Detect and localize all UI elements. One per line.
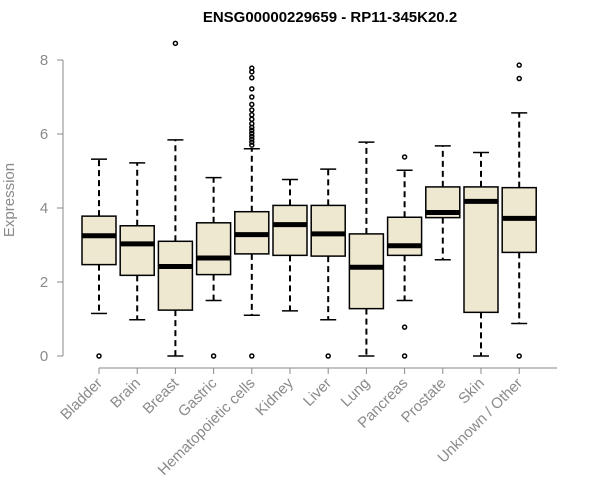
y-tick-label: 4 <box>40 200 48 217</box>
outlier-point <box>516 62 522 68</box>
box-group <box>348 141 385 357</box>
outlier-point <box>172 40 179 47</box>
box-group <box>425 145 461 261</box>
iqr-box <box>119 225 155 277</box>
x-tick-label: Brain <box>107 375 144 412</box>
box-group <box>463 151 499 357</box>
iqr-box <box>81 215 117 266</box>
iqr-box <box>386 216 423 257</box>
outlier-point <box>249 65 255 71</box>
outlier-point <box>249 142 255 148</box>
outlier-point <box>249 116 255 122</box>
x-tick-label: Liver <box>300 375 335 410</box>
outlier-point <box>401 154 408 160</box>
outlier-point <box>96 353 102 359</box>
iqr-box <box>348 233 385 310</box>
y-tick-label: 8 <box>40 52 48 69</box>
outlier-point <box>401 324 408 330</box>
x-tick-label: Skin <box>455 375 488 408</box>
outlier-point <box>249 94 255 100</box>
outlier-point <box>249 107 255 113</box>
box-group <box>81 158 117 359</box>
outlier-point <box>249 120 255 127</box>
box-group <box>157 40 194 357</box>
box-group <box>310 168 346 359</box>
outlier-point <box>516 353 522 359</box>
outlier-point <box>249 75 255 81</box>
iqr-box <box>157 240 194 311</box>
box-group <box>501 62 537 359</box>
outlier-point <box>249 133 255 139</box>
outlier-point <box>516 75 522 82</box>
outlier-point <box>249 136 255 142</box>
x-tick-label: Bladder <box>57 375 106 424</box>
box-group <box>272 178 308 312</box>
outlier-point <box>249 130 255 137</box>
iqr-box <box>310 204 346 257</box>
iqr-box <box>463 186 499 314</box>
box-group <box>386 154 423 359</box>
outlier-point <box>249 127 255 134</box>
y-axis-label: Expression <box>1 163 18 237</box>
outlier-point <box>210 353 217 359</box>
iqr-box <box>272 204 308 257</box>
outlier-point <box>249 86 255 92</box>
box-group <box>195 176 232 359</box>
box-group <box>234 65 270 359</box>
x-tick-label: Kidney <box>252 374 297 419</box>
outlier-point <box>325 353 331 359</box>
boxes-layer <box>81 40 537 359</box>
chart-title: ENSG00000229659 - RP11-345K20.2 <box>203 9 457 26</box>
y-axis-ticks: 0 2 4 6 8 <box>40 52 63 365</box>
y-tick-label: 6 <box>40 126 48 143</box>
outlier-point <box>249 101 255 108</box>
outlier-point <box>249 353 255 359</box>
iqr-box <box>195 222 232 276</box>
outlier-point <box>249 112 255 118</box>
y-tick-label: 2 <box>40 274 48 291</box>
outlier-point <box>249 139 255 145</box>
y-tick-label: 0 <box>40 348 48 365</box>
box-group <box>119 162 155 321</box>
outlier-point <box>401 353 408 359</box>
